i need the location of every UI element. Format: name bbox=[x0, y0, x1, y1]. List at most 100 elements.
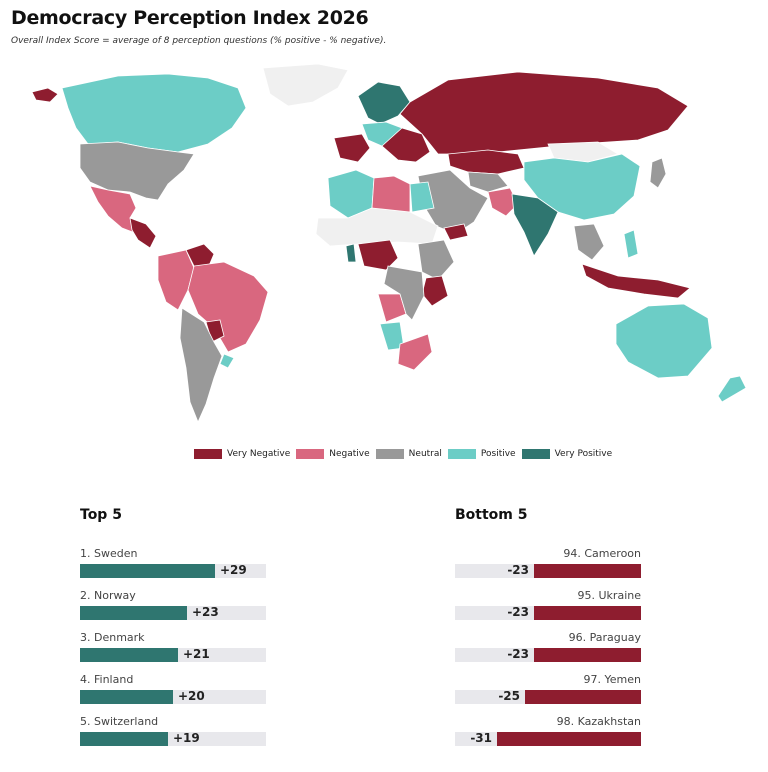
rank-label: 4. Finland bbox=[80, 673, 134, 686]
rank-value: +20 bbox=[178, 689, 205, 703]
region-sahel bbox=[315, 207, 439, 247]
rank-row: 2. Norway +23 bbox=[80, 589, 266, 625]
region-nigeria-cameroon bbox=[357, 239, 399, 271]
rank-track bbox=[455, 606, 641, 620]
region-greenland bbox=[262, 63, 349, 107]
rank-bar bbox=[534, 606, 641, 620]
rank-value: +19 bbox=[173, 731, 200, 745]
rank-row: 5. Switzerland +19 bbox=[80, 715, 266, 751]
rank-track bbox=[80, 564, 266, 578]
rank-bar bbox=[80, 732, 168, 746]
region-brazil bbox=[187, 261, 269, 353]
rank-value: +23 bbox=[192, 605, 219, 619]
rank-row: 94. Cameroon -23 bbox=[455, 547, 641, 583]
rank-bar bbox=[534, 648, 641, 662]
region-central-america bbox=[129, 217, 157, 249]
region-indonesia bbox=[581, 263, 691, 299]
legend-swatch bbox=[296, 449, 325, 459]
rank-bar bbox=[80, 648, 178, 662]
region-scandinavia bbox=[357, 81, 411, 125]
rank-row: 97. Yemen -25 bbox=[455, 673, 641, 709]
top5-title: Top 5 bbox=[80, 507, 122, 523]
region-middle-east bbox=[417, 169, 489, 235]
rank-row: 3. Denmark +21 bbox=[80, 631, 266, 667]
rank-bar bbox=[497, 732, 641, 746]
legend-swatch bbox=[375, 449, 404, 459]
rank-row: 96. Paraguay -23 bbox=[455, 631, 641, 667]
rank-track bbox=[455, 690, 641, 704]
rank-track bbox=[80, 648, 266, 662]
region-uruguay bbox=[219, 353, 235, 369]
legend-label: Negative bbox=[329, 449, 370, 459]
region-kazakhstan bbox=[447, 149, 525, 175]
page-title: Democracy Perception Index 2026 bbox=[11, 7, 369, 29]
region-australia bbox=[615, 303, 713, 379]
rank-label: 98. Kazakhstan bbox=[556, 715, 641, 728]
legend-item: Very Positive bbox=[521, 449, 613, 459]
rank-track bbox=[455, 564, 641, 578]
region-philippines bbox=[623, 229, 639, 259]
legend-item: Neutral bbox=[375, 449, 442, 459]
legend-label: Very Positive bbox=[554, 449, 613, 459]
rank-track bbox=[80, 690, 266, 704]
legend-swatch bbox=[447, 449, 476, 459]
legend-swatch bbox=[521, 449, 550, 459]
legend-swatch bbox=[194, 449, 222, 459]
region-japan bbox=[649, 157, 667, 189]
region-alaska bbox=[31, 87, 59, 103]
region-ghana bbox=[345, 243, 357, 263]
rank-value: -23 bbox=[507, 563, 529, 577]
region-yemen bbox=[443, 223, 469, 241]
region-central-asia bbox=[467, 171, 509, 193]
rank-row: 1. Sweden +29 bbox=[80, 547, 266, 583]
legend-item: Negative bbox=[296, 449, 370, 459]
rank-value: +21 bbox=[183, 647, 210, 661]
rank-bar bbox=[80, 564, 215, 578]
region-egypt bbox=[409, 181, 435, 213]
rank-bar bbox=[80, 606, 187, 620]
rank-row: 95. Ukraine -23 bbox=[455, 589, 641, 625]
bottom5-title: Bottom 5 bbox=[455, 507, 528, 523]
legend-item: Positive bbox=[447, 449, 516, 459]
rank-bar bbox=[534, 564, 641, 578]
region-new-zealand bbox=[717, 375, 747, 403]
rank-track bbox=[455, 732, 641, 746]
region-southeast-asia bbox=[573, 223, 605, 261]
region-china bbox=[523, 153, 641, 221]
rank-row: 4. Finland +20 bbox=[80, 673, 266, 709]
legend: Very Negative Negative Neutral Positive Very… bbox=[194, 449, 618, 459]
rank-label: 95. Ukraine bbox=[577, 589, 641, 602]
region-east-africa bbox=[417, 239, 455, 281]
region-pakistan bbox=[487, 187, 519, 217]
rank-track bbox=[455, 648, 641, 662]
legend-label: Positive bbox=[480, 449, 516, 459]
rank-label: 5. Switzerland bbox=[80, 715, 159, 728]
rank-label: 94. Cameroon bbox=[563, 547, 641, 560]
region-argentina bbox=[179, 307, 223, 424]
legend-label: Very Negative bbox=[227, 449, 291, 459]
region-western-europe bbox=[333, 133, 371, 163]
legend-label: Neutral bbox=[408, 449, 442, 459]
rank-track bbox=[80, 732, 266, 746]
region-usa bbox=[79, 141, 195, 201]
rank-track bbox=[80, 606, 266, 620]
world-map bbox=[31, 63, 747, 424]
region-venezuela bbox=[185, 243, 215, 269]
page-subtitle: Overall Index Score = average of 8 perce… bbox=[11, 36, 387, 46]
rank-row: 98. Kazakhstan -31 bbox=[455, 715, 641, 751]
rank-label: 96. Paraguay bbox=[568, 631, 641, 644]
rank-value: -23 bbox=[507, 605, 529, 619]
rank-bar bbox=[80, 690, 173, 704]
region-south-america-north bbox=[157, 249, 195, 311]
rank-label: 97. Yemen bbox=[583, 673, 641, 686]
rank-label: 3. Denmark bbox=[80, 631, 145, 644]
rank-value: -23 bbox=[507, 647, 529, 661]
rank-value: +29 bbox=[220, 563, 247, 577]
region-southern-africa bbox=[383, 265, 425, 321]
rank-value: -25 bbox=[498, 689, 520, 703]
region-russia bbox=[399, 71, 689, 155]
region-eastern-europe bbox=[381, 127, 431, 163]
rank-bar bbox=[525, 690, 641, 704]
rank-label: 1. Sweden bbox=[80, 547, 138, 560]
region-south-africa bbox=[397, 333, 433, 371]
